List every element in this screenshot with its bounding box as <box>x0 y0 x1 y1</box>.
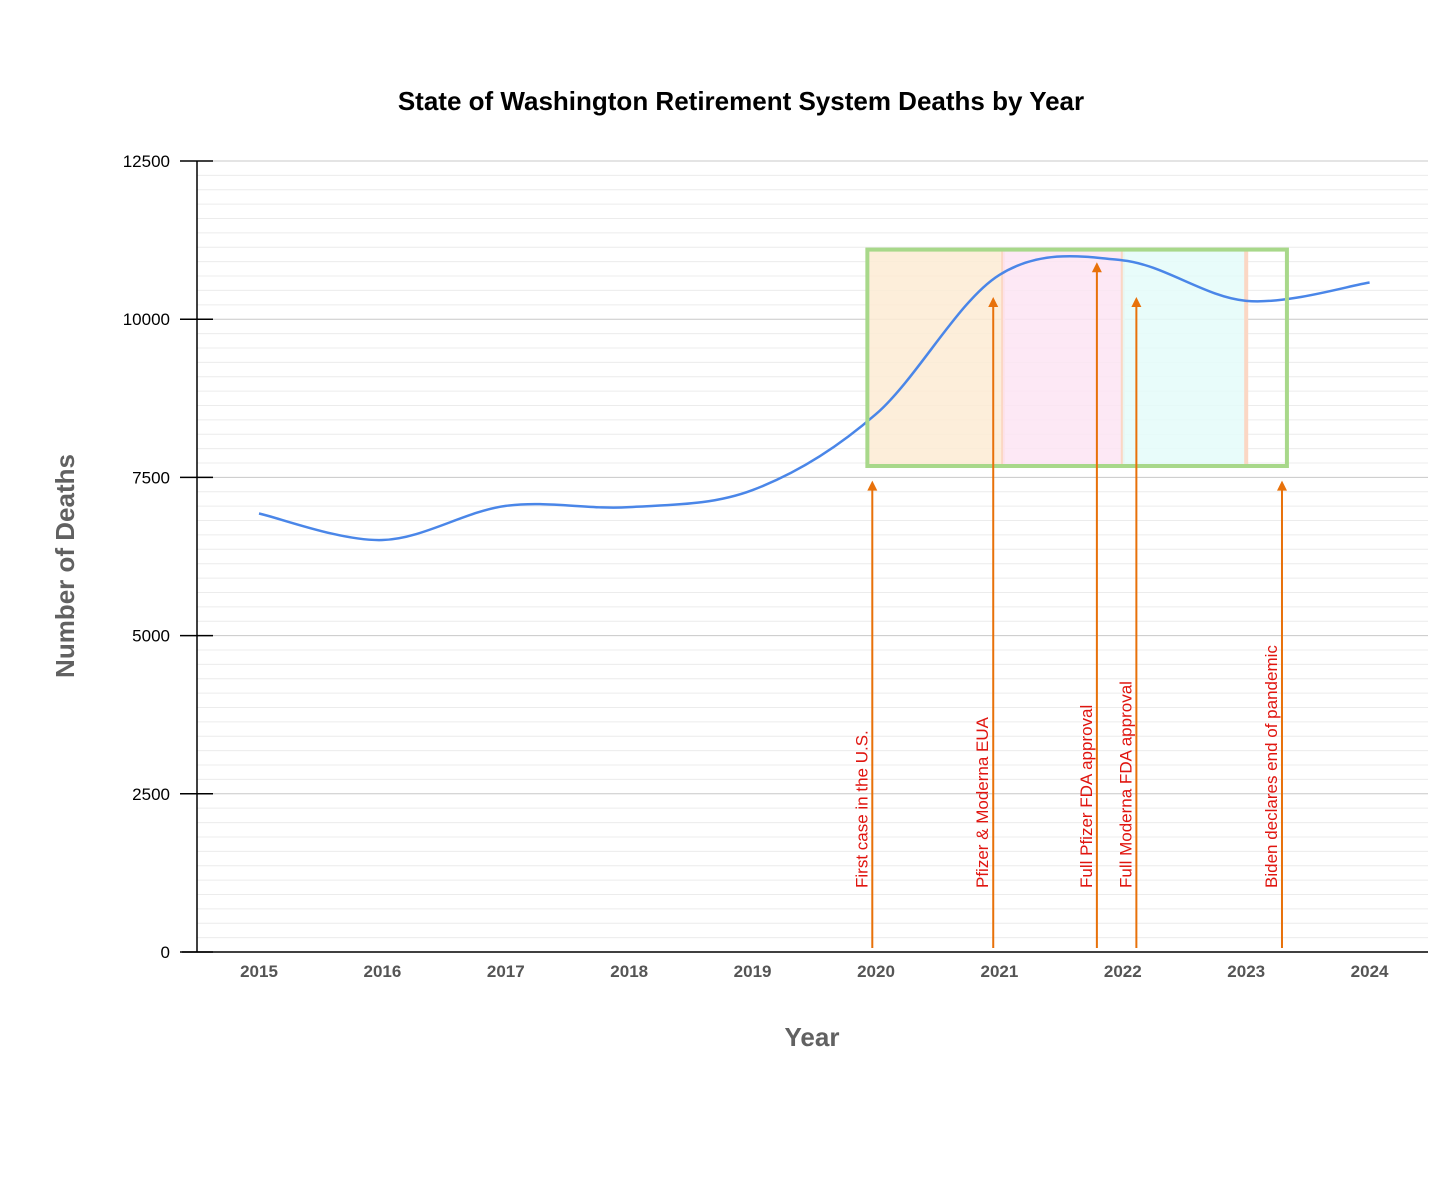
x-tick-label: 2019 <box>734 962 772 981</box>
x-tick-label: 2021 <box>980 962 1018 981</box>
annotation-arrow-head <box>988 297 999 308</box>
chart-title: State of Washington Retirement System De… <box>398 86 1084 116</box>
highlight-box <box>865 247 1289 469</box>
y-tick-label: 2500 <box>132 785 170 804</box>
highlight-band <box>867 249 1004 467</box>
x-tick-label: 2015 <box>240 962 278 981</box>
y-tick-label: 12500 <box>123 152 170 171</box>
highlight-band <box>1003 249 1123 467</box>
x-tick-label: 2020 <box>857 962 895 981</box>
y-tick-label: 10000 <box>123 310 170 329</box>
annotation-arrow-head <box>1091 262 1102 273</box>
x-tick-label: 2024 <box>1351 962 1389 981</box>
annotation-label: First case in the U.S. <box>852 730 871 888</box>
annotation-arrow-head <box>1131 297 1142 308</box>
y-tick-label: 5000 <box>132 627 170 646</box>
x-tick-label: 2022 <box>1104 962 1142 981</box>
x-axis-title: Year <box>785 1022 840 1052</box>
annotation-arrow-head <box>867 480 878 491</box>
y-tick-label: 7500 <box>132 468 170 487</box>
x-tick-label: 2023 <box>1227 962 1265 981</box>
annotation-label: Full Pfizer FDA approval <box>1077 705 1096 888</box>
annotation-arrow-head <box>1276 480 1287 491</box>
annotation-label: Biden declares end of pandemic <box>1262 645 1281 888</box>
y-axis-title: Number of Deaths <box>50 454 80 678</box>
annotation-label: Pfizer & Moderna EUA <box>973 716 992 888</box>
y-tick-label: 0 <box>161 943 170 962</box>
highlight-band <box>1122 249 1247 467</box>
x-tick-label: 2016 <box>363 962 401 981</box>
x-tick-label: 2017 <box>487 962 525 981</box>
plot-area: 0 2500 5000 7500 10000 12500 2015 2016 2017 2018 2… <box>123 152 1428 981</box>
annotation-label: Full Moderna FDA approval <box>1116 681 1135 888</box>
series-line <box>258 254 1370 542</box>
x-tick-label: 2018 <box>610 962 648 981</box>
